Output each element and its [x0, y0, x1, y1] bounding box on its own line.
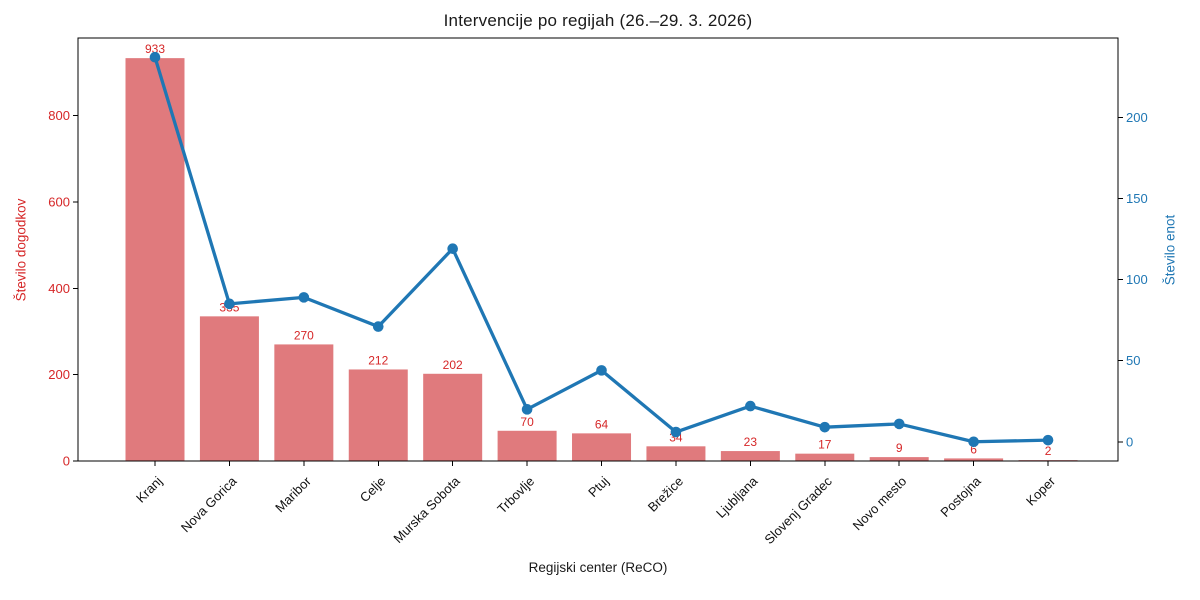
bar-value-label: 23	[744, 435, 758, 449]
x-tick-label: Novo mesto	[850, 474, 910, 534]
x-tick-label: Maribor	[272, 473, 314, 515]
bar	[869, 457, 929, 461]
bar	[348, 369, 408, 461]
plot-spines	[77, 37, 1119, 462]
left-tick-label: 400	[48, 281, 70, 296]
x-tick-label: Nova Gorica	[178, 473, 240, 535]
bar	[944, 458, 1004, 461]
x-tick-label: Brežice	[645, 474, 686, 515]
right-tick-label: 100	[1126, 272, 1148, 287]
line-point	[596, 365, 607, 376]
bar	[646, 446, 706, 461]
line-point	[819, 421, 831, 433]
left-y-axis-label: Število dogodkov	[13, 198, 29, 302]
x-axis-label: Regijski center (ReCO)	[528, 560, 668, 575]
x-tick-label: Koper	[1023, 473, 1059, 509]
left-tick-label: 0	[63, 454, 70, 469]
bar-value-label: 933	[145, 42, 165, 56]
x-tick-label: Slovenj Gradec	[761, 473, 835, 547]
x-tick-label: Celje	[357, 474, 389, 506]
line-point	[893, 418, 905, 430]
line-point	[298, 292, 310, 303]
bar-value-label: 64	[595, 417, 609, 431]
bar-value-label: 2	[1045, 444, 1052, 458]
line-point	[1042, 434, 1054, 446]
x-tick-label: Postojna	[937, 473, 984, 520]
line-point	[670, 426, 682, 438]
line-point	[224, 298, 235, 310]
bar	[795, 453, 855, 461]
bar	[497, 430, 557, 461]
bar-value-label: 270	[294, 328, 314, 342]
bar	[125, 58, 185, 462]
bar	[423, 373, 483, 461]
line-point	[372, 321, 384, 332]
x-tick-label: Ptuj	[585, 473, 612, 500]
line-point	[521, 404, 533, 415]
right-y-axis-label: Število enot	[1162, 214, 1178, 286]
line-point	[745, 400, 756, 412]
right-tick-label: 150	[1126, 191, 1148, 206]
left-tick-label: 200	[48, 367, 70, 382]
right-tick-label: 50	[1126, 353, 1140, 368]
left-tick-label: 600	[48, 194, 70, 209]
x-tick-label: Murska Sobota	[390, 473, 463, 546]
line-point	[968, 436, 979, 448]
bar	[720, 451, 780, 461]
x-tick-label: Kranj	[133, 473, 165, 505]
bar-value-label: 17	[818, 438, 832, 452]
bar-value-label: 212	[368, 353, 388, 367]
bar	[199, 316, 259, 461]
chart-title: Intervencije po regijah (26.–29. 3. 2026…	[443, 11, 753, 30]
left-tick-label: 800	[48, 108, 70, 123]
right-tick-label: 0	[1126, 434, 1133, 449]
bar-value-label: 9	[896, 441, 903, 455]
x-tick-label: Ljubljana	[713, 473, 761, 521]
right-tick-label: 200	[1126, 110, 1148, 125]
bar	[572, 433, 632, 461]
bar-value-label: 202	[443, 358, 463, 372]
bar-value-label: 70	[520, 415, 534, 429]
x-tick-label: Trbovlje	[494, 474, 537, 517]
line-point	[447, 243, 458, 254]
bar	[274, 344, 334, 461]
line-point	[149, 51, 161, 63]
bar-value-label: 6	[970, 442, 977, 456]
